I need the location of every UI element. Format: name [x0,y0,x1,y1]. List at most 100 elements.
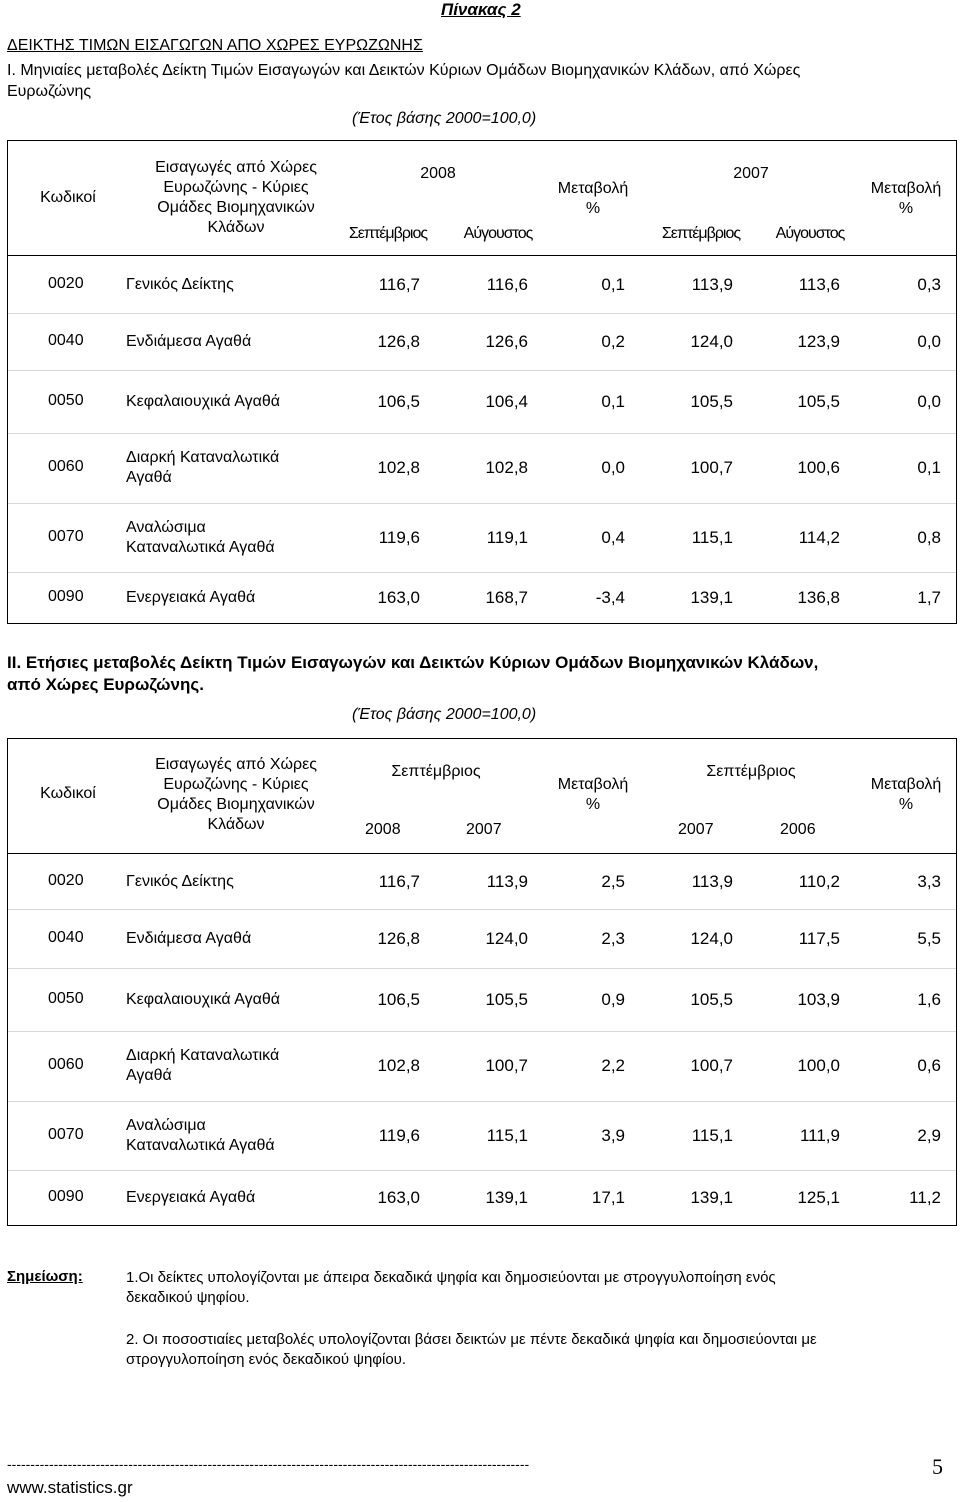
row-divider [8,433,956,434]
note-2: 2. Οι ποσοστιαίες μεταβολές υπολογίζοντα… [126,1330,946,1370]
row-value: 103,9 [797,989,840,1009]
row-divider [8,1170,956,1171]
row-value: 3,3 [917,871,941,891]
row-value: 125,1 [797,1187,840,1207]
header-change-pct: % [585,200,601,217]
table-row: 0020 Γενικός Δείκτης 116,7 113,9 2,5 113,9 110… [8,854,956,909]
header-year-2007-a: 2007 [466,821,502,838]
row-value: 115,1 [486,1125,528,1145]
row-value: 113,9 [691,274,733,294]
table-row: 0060 Διαρκή Καταναλωτικά Αγαθά 102,8 100,7 2,… [8,1031,956,1101]
row-value: 163,0 [377,1187,420,1207]
table-row: 0020 Γενικός Δείκτης 116,7 116,6 0,1 113,9 113… [8,256,956,313]
header-change-1: Μεταβολή % [543,775,643,815]
row-value: 139,1 [690,1187,733,1207]
row-value: 119,6 [378,1125,420,1145]
row-code: 0060 [48,458,84,475]
header-desc-line: Κλάδων [207,219,265,236]
header-desc-line: Εισαγωγές από Χώρες [155,756,317,773]
header-description: Εισαγωγές από Χώρες Ευρωζώνης - Κύριες Ο… [126,158,346,238]
header-year-2008: 2008 [365,821,401,838]
row-value: 0,9 [601,989,625,1009]
header-month-sep-a: Σεπτέμβριος [391,763,481,780]
row-code: 0070 [48,1125,84,1143]
footer-website[interactable]: www.statistics.gr [7,1478,133,1497]
row-divider [8,1101,956,1102]
row-description: Γενικός Δείκτης [126,275,234,295]
row-value: 110,2 [798,871,840,891]
row-description-line: Γενικός Δείκτης [126,275,234,293]
row-value: 3,9 [601,1125,625,1145]
row-value: 105,5 [797,391,840,411]
row-value: 100,7 [690,458,733,477]
row-description-line: Αναλώσιμα [126,518,206,536]
row-description: Γενικός Δείκτης [126,872,234,892]
row-divider [8,503,956,504]
row-value: 0,1 [601,274,625,294]
section1-title-line1: Ι. Μηνιαίες μεταβολές Δείκτη Τιμών Εισαγ… [7,62,801,79]
note-1: 1.Οι δείκτες υπολογίζονται με άπειρα δεκ… [126,1268,946,1308]
section2-title: ΙΙ. Ετήσιες μεταβολές Δείκτη Τιμών Εισαγ… [7,652,952,696]
row-code: 0090 [48,588,84,605]
row-value: 124,0 [690,331,733,351]
note-2-line2: στρογγυλοποίηση ενός δεκαδικού ψηφίου. [126,1351,407,1368]
row-code: 0050 [48,989,84,1007]
notes-label: Σημείωση: [7,1268,83,1285]
row-divider [8,572,956,573]
row-value: 0,2 [601,331,625,351]
row-description: Διαρκή Καταναλωτικά Αγαθά [126,448,279,488]
header-month-aug-a: Αύγουστος [463,225,534,242]
row-value: 111,9 [799,1125,840,1145]
row-value: 2,5 [601,871,625,891]
row-value: 1,7 [917,588,941,607]
row-description: Ενεργειακά Αγαθά [126,1188,255,1208]
header-change-pct: % [898,796,914,813]
row-description: Διαρκή Καταναλωτικά Αγαθά [126,1046,279,1086]
header-month-sep-b: Σεπτέμβριος [706,763,796,780]
header-desc-line: Κλάδων [207,816,265,833]
row-divider [8,313,956,314]
row-value: 1,6 [917,989,941,1009]
row-description-line: Ενεργειακά Αγαθά [126,589,256,606]
row-value: 124,0 [690,928,733,948]
row-description: Κεφαλαιουχικά Αγαθά [126,392,280,412]
row-description-line: Ενεργειακά Αγαθά [126,1188,256,1206]
row-value: 0,1 [917,458,941,477]
row-value: 124,0 [485,928,528,948]
row-code: 0050 [48,391,84,409]
header-change-label: Μεταβολή [557,776,629,793]
row-code: 0070 [48,527,84,545]
header-description: Εισαγωγές από Χώρες Ευρωζώνης - Κύριες Ο… [126,755,346,835]
table-row: 0040 Ενδιάμεσα Αγαθά 126,8 124,0 2,3 124,0 117… [8,909,956,968]
row-divider [8,370,956,371]
row-value: 105,5 [690,391,733,411]
row-value: 0,0 [601,458,625,477]
header-desc-line: Ευρωζώνης - Κύριες [163,776,309,793]
header-divider [8,255,956,256]
row-code: 0020 [48,274,84,292]
row-value: 2,2 [601,1056,625,1075]
row-description-line: Γενικός Δείκτης [126,872,234,890]
row-value: 106,4 [485,391,528,411]
row-description-line: Κεφαλαιουχικά Αγαθά [126,990,280,1008]
row-description: Κεφαλαιουχικά Αγαθά [126,990,280,1010]
row-value: 119,1 [486,527,528,547]
row-value: 115,1 [691,1125,733,1145]
row-code: 0020 [48,871,84,889]
row-description: Ενδιάμεσα Αγαθά [126,332,251,352]
row-value: 102,8 [377,458,420,477]
row-value: 0,3 [917,274,941,294]
row-description-line: Διαρκή Καταναλωτικά [126,449,280,466]
row-value: 102,8 [485,458,528,477]
header-year-2007: 2007 [733,165,769,182]
header-change-2: Μεταβολή % [856,775,956,815]
row-value: 5,5 [917,928,941,948]
table-row: 0090 Ενεργειακά Αγαθά 163,0 139,1 17,1 139,1 1… [8,1170,956,1225]
row-description-line: Διαρκή Καταναλωτικά [126,1047,280,1064]
row-code: 0090 [48,1187,84,1205]
row-value: 113,9 [486,871,528,891]
table-row: 0090 Ενεργειακά Αγαθά 163,0 168,7 -3,4 139,1 1… [8,572,956,624]
row-value: 2,3 [601,928,625,948]
row-value: 17,1 [591,1187,625,1207]
header-desc-line: Ομάδες Βιομηχανικών [157,199,315,216]
